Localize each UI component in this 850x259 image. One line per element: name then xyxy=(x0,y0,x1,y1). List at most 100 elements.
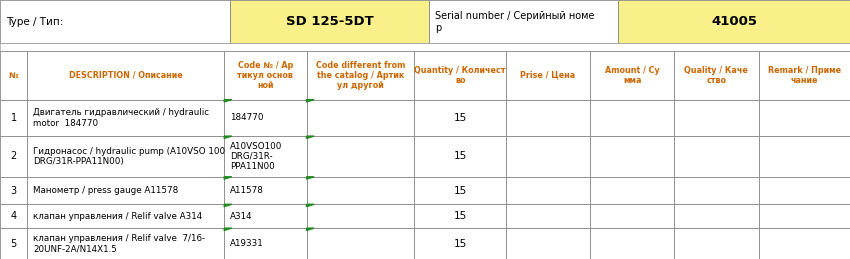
Polygon shape xyxy=(307,136,314,138)
Text: Quality / Каче
ство: Quality / Каче ство xyxy=(684,66,748,85)
Bar xyxy=(0,51,27,100)
Bar xyxy=(224,100,307,136)
Bar xyxy=(506,51,590,100)
Bar xyxy=(415,228,506,259)
Bar xyxy=(27,136,224,177)
Text: 5: 5 xyxy=(10,239,17,249)
Text: A314: A314 xyxy=(230,212,252,221)
Text: 1: 1 xyxy=(11,113,17,123)
Bar xyxy=(307,51,415,100)
Polygon shape xyxy=(224,228,232,231)
Text: 15: 15 xyxy=(454,211,467,221)
Text: 15: 15 xyxy=(454,113,467,123)
Bar xyxy=(758,204,850,228)
Text: Гидронасос / hydraulic pump (A10VSO 100
DRG/31R-PPA11N00): Гидронасос / hydraulic pump (A10VSO 100 … xyxy=(33,147,225,166)
Bar xyxy=(27,177,224,204)
Bar xyxy=(0,136,27,177)
Bar xyxy=(0,204,27,228)
Bar xyxy=(674,177,758,204)
Bar xyxy=(618,0,850,44)
Text: 4: 4 xyxy=(11,211,17,221)
Text: 15: 15 xyxy=(454,239,467,249)
Bar xyxy=(0,0,230,44)
Bar xyxy=(506,177,590,204)
Polygon shape xyxy=(307,204,314,207)
Bar xyxy=(415,177,506,204)
Bar xyxy=(590,100,674,136)
Bar xyxy=(27,51,224,100)
Bar xyxy=(230,0,429,44)
Text: Двигатель гидравлический / hydraulic
motor  184770: Двигатель гидравлический / hydraulic mot… xyxy=(33,108,209,127)
Polygon shape xyxy=(224,204,232,207)
Bar xyxy=(590,51,674,100)
Text: клапан управления / Relif valve A314: клапан управления / Relif valve A314 xyxy=(33,212,202,221)
Text: 15: 15 xyxy=(454,152,467,161)
Bar xyxy=(0,44,850,51)
Bar xyxy=(758,100,850,136)
Bar xyxy=(27,204,224,228)
Text: Amount / Су
мма: Amount / Су мма xyxy=(605,66,660,85)
Bar xyxy=(590,228,674,259)
Bar xyxy=(674,51,758,100)
Text: Prise / Цена: Prise / Цена xyxy=(520,70,575,80)
Bar xyxy=(224,204,307,228)
Bar xyxy=(224,177,307,204)
Text: Type / Тип:: Type / Тип: xyxy=(6,17,63,27)
Text: Quantity / Количест
во: Quantity / Количест во xyxy=(415,66,506,85)
Text: Remark / Приме
чание: Remark / Приме чание xyxy=(768,66,841,85)
Bar xyxy=(415,100,506,136)
Text: 184770: 184770 xyxy=(230,113,264,122)
Text: A10VSO100
DRG/31R-
PPA11N00: A10VSO100 DRG/31R- PPA11N00 xyxy=(230,141,282,171)
Text: Code different from
the catalog / Артик
ул другой: Code different from the catalog / Артик … xyxy=(316,61,405,90)
Text: Code № / Ар
тикул основ
ной: Code № / Ар тикул основ ной xyxy=(237,61,293,90)
Bar xyxy=(506,228,590,259)
Bar xyxy=(307,204,415,228)
Bar xyxy=(590,136,674,177)
Bar xyxy=(307,228,415,259)
Bar xyxy=(415,204,506,228)
Bar xyxy=(27,100,224,136)
Bar xyxy=(590,204,674,228)
Bar xyxy=(415,136,506,177)
Text: SD 125-5DT: SD 125-5DT xyxy=(286,15,373,28)
Bar xyxy=(224,136,307,177)
Polygon shape xyxy=(307,228,314,231)
Text: №: № xyxy=(8,70,19,80)
Bar xyxy=(674,100,758,136)
Bar xyxy=(415,51,506,100)
Bar xyxy=(307,177,415,204)
Text: клапан управления / Relif valve  7/16-
20UNF-2A/N14X1.5: клапан управления / Relif valve 7/16- 20… xyxy=(33,234,206,253)
Bar xyxy=(674,204,758,228)
Bar xyxy=(758,228,850,259)
Bar xyxy=(307,136,415,177)
Bar xyxy=(0,100,27,136)
Text: 41005: 41005 xyxy=(711,15,757,28)
Bar xyxy=(758,136,850,177)
Text: 15: 15 xyxy=(454,185,467,196)
Bar xyxy=(674,136,758,177)
Bar xyxy=(758,177,850,204)
Text: Serial number / Серийный номе
р: Serial number / Серийный номе р xyxy=(435,11,595,33)
Bar xyxy=(506,100,590,136)
Bar xyxy=(674,228,758,259)
Bar xyxy=(429,0,618,44)
Bar xyxy=(224,228,307,259)
Bar xyxy=(506,136,590,177)
Bar xyxy=(590,177,674,204)
Text: A11578: A11578 xyxy=(230,186,264,195)
Text: 2: 2 xyxy=(10,152,17,161)
Bar xyxy=(506,204,590,228)
Text: 3: 3 xyxy=(11,185,17,196)
Bar xyxy=(758,51,850,100)
Bar xyxy=(0,177,27,204)
Polygon shape xyxy=(224,100,232,102)
Text: A19331: A19331 xyxy=(230,239,264,248)
Bar xyxy=(27,228,224,259)
Polygon shape xyxy=(224,136,232,138)
Bar xyxy=(0,228,27,259)
Bar xyxy=(224,51,307,100)
Polygon shape xyxy=(224,177,232,179)
Polygon shape xyxy=(307,177,314,179)
Polygon shape xyxy=(307,100,314,102)
Text: DESCRIPTION / Описание: DESCRIPTION / Описание xyxy=(69,70,183,80)
